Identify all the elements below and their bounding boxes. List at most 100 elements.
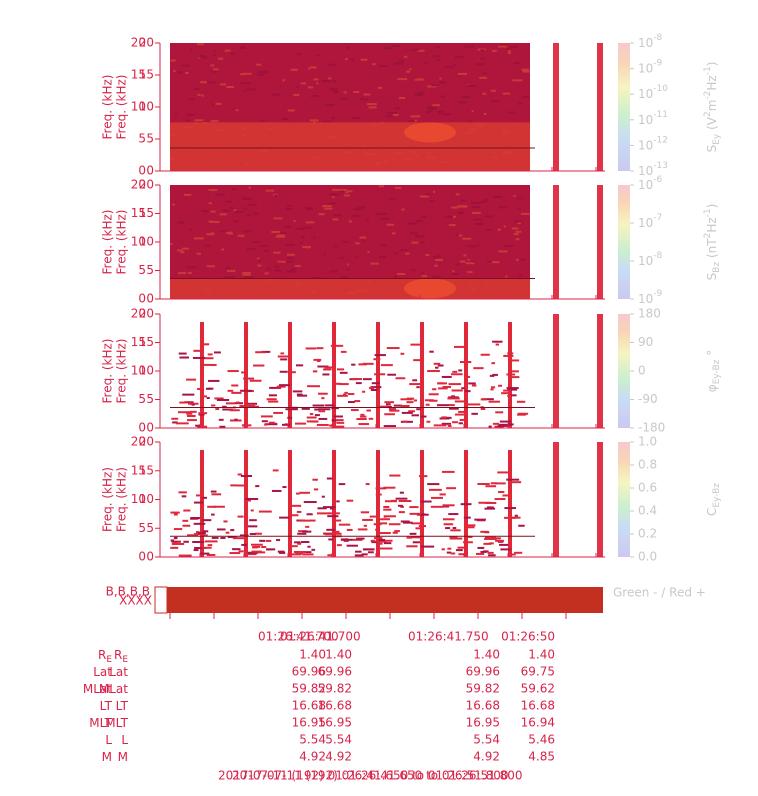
spectrogram-cell xyxy=(363,93,371,96)
spectrogram-cell xyxy=(408,222,418,225)
spectrogram-cell xyxy=(186,119,190,122)
spectrogram-cell xyxy=(290,68,298,71)
spectrogram-cell xyxy=(346,544,358,547)
spectrogram-cell xyxy=(264,423,278,426)
spectrogram-cell xyxy=(466,535,473,538)
spectrogram-cell xyxy=(412,541,420,544)
spectrogram-cell xyxy=(328,77,332,80)
spectrogram-cell xyxy=(477,482,490,485)
spectrogram-cell xyxy=(208,189,218,192)
spectrogram-cell xyxy=(258,510,272,513)
spectrogram-cell xyxy=(268,421,275,424)
spectrogram-cell xyxy=(261,546,267,549)
spectrogram-cell xyxy=(220,83,226,86)
spectrogram-cell xyxy=(405,70,411,73)
data-stripe xyxy=(597,442,603,557)
spectrogram-cell xyxy=(177,221,185,224)
status-marks: XXXX xyxy=(119,594,152,608)
spectrogram-cell xyxy=(375,528,380,531)
spectrogram-cell xyxy=(302,226,312,229)
spectrogram-cell xyxy=(224,200,232,203)
row-label: Lat xyxy=(93,665,112,679)
spectrogram-cell xyxy=(348,220,352,223)
label-part: -1 xyxy=(703,208,713,217)
spectrogram-cell xyxy=(437,404,449,407)
spectrogram-cell xyxy=(316,423,329,426)
row-value: 4.92 xyxy=(299,750,326,764)
spectrogram-cell xyxy=(510,394,517,397)
spectrogram-cell xyxy=(359,236,367,239)
row-value: 5.54 xyxy=(473,733,500,747)
spectrogram-cell xyxy=(421,545,435,548)
spectrogram-cell xyxy=(383,515,396,518)
row-value: 1.40 xyxy=(299,648,326,662)
spectrogram-cell xyxy=(232,537,246,540)
spectrogram-cell xyxy=(507,395,512,398)
spectrogram-cell xyxy=(170,511,180,514)
spectrogram-cell xyxy=(222,405,227,408)
label-part: -2 xyxy=(703,91,713,100)
spectrogram-cell xyxy=(490,89,496,92)
spectrogram-cell xyxy=(177,249,183,252)
spectrogram-cell xyxy=(416,386,420,389)
colorbar-tick-label: -90 xyxy=(638,392,658,406)
spectrogram-cell xyxy=(466,524,476,527)
spectrogram-cell xyxy=(243,377,255,380)
spectrogram-cell xyxy=(435,366,439,369)
spectrogram-cell xyxy=(425,403,430,406)
spectrogram-cell xyxy=(410,115,421,118)
spectrogram-cell xyxy=(346,47,350,50)
spectrogram-cell xyxy=(391,232,396,235)
spectrogram-cell xyxy=(333,415,343,418)
spectrogram-cell xyxy=(490,100,500,103)
spectrogram-cell xyxy=(518,274,522,277)
spectrogram-cell xyxy=(398,59,405,62)
spectrogram-cell xyxy=(311,548,316,551)
colorbar-tick-label: -180 xyxy=(638,421,665,435)
spectrogram-cell xyxy=(450,529,461,532)
spectrogram-cell xyxy=(277,550,285,553)
label-part: -1 xyxy=(703,66,713,75)
row-label-main: MLat xyxy=(83,682,112,696)
spectrogram-cell xyxy=(173,513,178,516)
spectrogram-cell xyxy=(229,409,240,412)
spectrogram-cell xyxy=(471,384,477,387)
spectrogram-cell xyxy=(480,353,490,356)
spectrogram-cell xyxy=(204,540,218,543)
spectrogram-cell xyxy=(196,43,204,46)
spectrogram-cell xyxy=(452,421,458,424)
spectrogram-cell xyxy=(271,93,280,96)
y-tick-label: 0 xyxy=(138,421,146,435)
spectrogram-cell xyxy=(273,217,283,220)
ephemeris-header: 01:26:50 xyxy=(501,630,555,644)
spectrogram-cell xyxy=(338,383,349,386)
y-tick-label: 10 xyxy=(139,100,154,114)
tick-base: 10 xyxy=(638,87,653,101)
spectrogram-cell xyxy=(192,540,205,543)
spectrogram-cell xyxy=(276,385,286,388)
spectrogram-cell xyxy=(210,210,216,213)
spectrogram-cell xyxy=(230,529,235,532)
spectrogram-cell xyxy=(503,225,506,228)
spectrogram-cell xyxy=(406,401,414,404)
row-label-main: MLT xyxy=(89,716,112,730)
spectrogram-cell xyxy=(511,370,519,373)
spectrogram-cell xyxy=(230,484,238,487)
y-tick-label: 5 xyxy=(146,392,154,406)
spectrogram-cell xyxy=(466,526,475,529)
spectrogram-cell xyxy=(263,249,270,252)
spectrogram-cell xyxy=(360,511,370,514)
spectrogram-cell xyxy=(306,513,313,516)
spectrogram-cell xyxy=(211,404,216,407)
spectrogram-cell xyxy=(460,503,472,506)
spectrogram-cell xyxy=(456,233,459,236)
spectrogram-cell xyxy=(179,356,189,359)
spectrogram-cell xyxy=(186,412,193,415)
spectrogram-cell xyxy=(215,408,220,411)
spectrogram-cell xyxy=(497,424,508,427)
y-tick-label: 15 xyxy=(131,206,146,220)
spectrogram-cell xyxy=(507,50,511,53)
spectrogram-cell xyxy=(459,418,466,421)
spectrogram-cell xyxy=(271,230,281,233)
y-axis-label: Freq. (kHz) xyxy=(115,339,129,404)
